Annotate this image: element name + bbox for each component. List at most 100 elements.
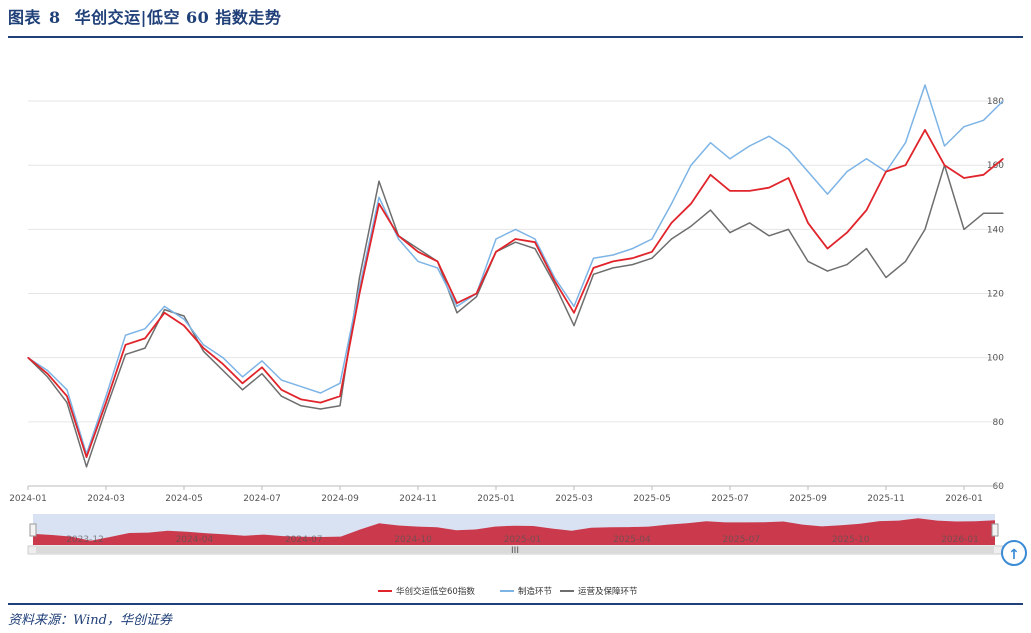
series-1-point xyxy=(690,164,692,166)
series-1-point xyxy=(397,238,400,240)
series-1-point xyxy=(670,203,673,205)
series-0-point xyxy=(163,312,166,314)
series-0-point xyxy=(85,456,88,458)
y-tick-label: 80 xyxy=(993,418,1005,428)
navigator-label: 2023-12 xyxy=(66,535,104,545)
x-tick-label: 2024-11 xyxy=(399,494,437,504)
series-1-point xyxy=(982,119,985,121)
series-2-point xyxy=(924,228,926,230)
series-1-point xyxy=(631,248,634,250)
series-2-point xyxy=(456,312,458,314)
series-0-point xyxy=(592,267,595,269)
series-1-point xyxy=(865,158,868,160)
series-2-point xyxy=(670,238,673,240)
series-1-point xyxy=(943,145,946,147)
series-1-point xyxy=(144,328,146,330)
scrollbar-grip: III xyxy=(511,546,519,556)
series-1-point xyxy=(651,238,653,240)
series-2-point xyxy=(475,296,478,298)
scrollbar-thumb xyxy=(36,547,994,553)
y-tick-label: 180 xyxy=(987,97,1004,107)
series-1-point xyxy=(748,145,751,147)
series-0-point xyxy=(261,366,263,368)
navigator-label: 2024-04 xyxy=(176,535,214,545)
series-2-point xyxy=(300,405,302,407)
series-0-point xyxy=(651,251,653,253)
series-0-point xyxy=(670,222,673,224)
y-axis: 60 80 100 120 140 160 180 xyxy=(987,97,1004,492)
series-0-point xyxy=(904,164,907,166)
series-0-point xyxy=(495,251,497,253)
series-0-point xyxy=(748,190,751,192)
series-0-point xyxy=(46,373,49,375)
chart-grid xyxy=(28,100,1003,487)
figure-title-text: 华创交运|低空 60 指数走势 xyxy=(74,8,282,27)
series-2-point xyxy=(183,315,185,317)
figure-number: 8 xyxy=(49,8,61,27)
series-0-point xyxy=(826,248,829,250)
series-0-point xyxy=(397,235,400,237)
series-2-point xyxy=(846,264,848,266)
x-tick-label: 2024-05 xyxy=(165,494,203,504)
navigator-handle-left xyxy=(29,523,37,537)
series-0-point xyxy=(358,292,361,295)
series-1-point xyxy=(456,305,458,307)
series-2-point xyxy=(865,248,868,250)
series-2-point xyxy=(729,231,731,234)
series-0-point xyxy=(378,203,380,205)
series-0-point xyxy=(514,238,517,240)
series-0-point xyxy=(885,171,887,173)
series-1-point xyxy=(729,158,731,160)
series-0-point xyxy=(982,174,985,176)
top-rule xyxy=(8,36,1023,38)
series-2-point xyxy=(124,353,127,356)
series-2-point xyxy=(534,248,536,250)
series-1-point xyxy=(963,126,965,128)
series-2-point xyxy=(885,276,887,279)
y-tick-label: 120 xyxy=(987,290,1004,300)
chart-legend: 华创交运低空60指数 制造环节 运营及保障环节 xyxy=(378,586,638,597)
series-2-point xyxy=(651,257,653,259)
reset-zoom-icon[interactable]: ↑ xyxy=(1001,540,1027,566)
series-1-point xyxy=(709,142,712,144)
series-0-point xyxy=(924,129,926,131)
series-1-point xyxy=(280,379,283,381)
series-2-point xyxy=(417,248,419,250)
series-2-point xyxy=(280,395,283,397)
series-0-point xyxy=(1002,158,1004,160)
series-1-point xyxy=(105,395,107,397)
series-2-point xyxy=(963,228,965,230)
series-2-point xyxy=(319,408,322,410)
series-0-point xyxy=(66,395,68,397)
series-1-point xyxy=(417,260,419,263)
series-1-point xyxy=(573,305,575,307)
series-0-point xyxy=(612,260,614,263)
series-1-point xyxy=(319,392,322,394)
series-2-point xyxy=(514,241,517,243)
navigator-area xyxy=(33,518,995,545)
navigator-label: 2026-01 xyxy=(941,535,979,545)
series-1-point xyxy=(436,267,439,269)
range-navigator[interactable]: 2023-12 2024-04 2024-07 2024-10 2025-01 2025-… xyxy=(27,514,1004,556)
series-0-point xyxy=(202,347,205,349)
series-0-point xyxy=(709,174,712,176)
series-2-point xyxy=(358,276,361,279)
y-tick-label: 160 xyxy=(987,161,1004,171)
series-2-point xyxy=(46,376,49,378)
series-1-point xyxy=(202,344,205,346)
series-1-point xyxy=(846,171,848,173)
x-tick-label: 2025-11 xyxy=(867,494,905,504)
series-2-point xyxy=(612,267,614,269)
series-2-point xyxy=(222,369,224,372)
y-tick-label: 140 xyxy=(987,225,1004,235)
series-0-point xyxy=(963,177,965,179)
y-tick-label: 60 xyxy=(993,482,1005,492)
x-tick-label: 2024-07 xyxy=(243,494,281,504)
series-1-point xyxy=(66,389,68,391)
series-0-point xyxy=(319,401,322,404)
series-1-point xyxy=(241,376,244,378)
navigator-label: 2025-07 xyxy=(722,535,760,545)
series-2-point xyxy=(807,260,809,263)
series-1-point xyxy=(1002,100,1004,102)
legend-label-1: 制造环节 xyxy=(518,586,553,597)
